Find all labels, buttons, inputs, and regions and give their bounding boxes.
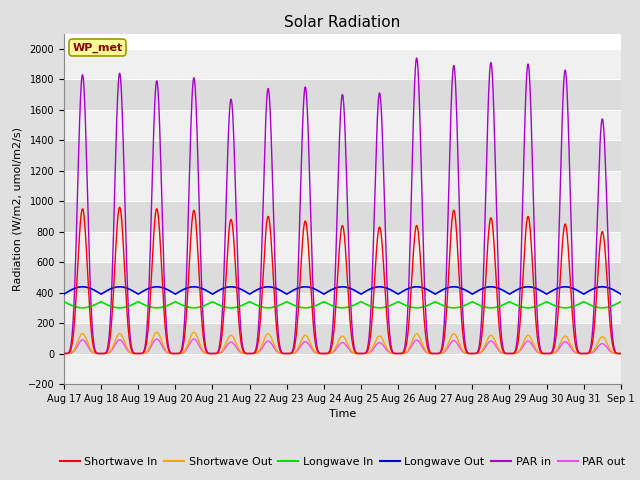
Bar (64, 79, 621, 110)
Bar (64, 140, 621, 171)
Text: WP_met: WP_met (72, 42, 123, 53)
Title: Solar Radiation: Solar Radiation (284, 15, 401, 30)
Bar (64, 262, 621, 293)
Bar (64, 171, 621, 201)
Bar (64, 293, 621, 323)
Bar (64, 49, 621, 79)
Bar (64, 232, 621, 262)
Y-axis label: Radiation (W/m2, umol/m2/s): Radiation (W/m2, umol/m2/s) (12, 127, 22, 291)
Bar (64, 201, 621, 232)
X-axis label: Time: Time (329, 409, 356, 419)
Bar (64, 354, 621, 384)
Bar (64, 323, 621, 354)
Bar (64, 110, 621, 140)
Legend: Shortwave In, Shortwave Out, Longwave In, Longwave Out, PAR in, PAR out: Shortwave In, Shortwave Out, Longwave In… (55, 453, 630, 471)
